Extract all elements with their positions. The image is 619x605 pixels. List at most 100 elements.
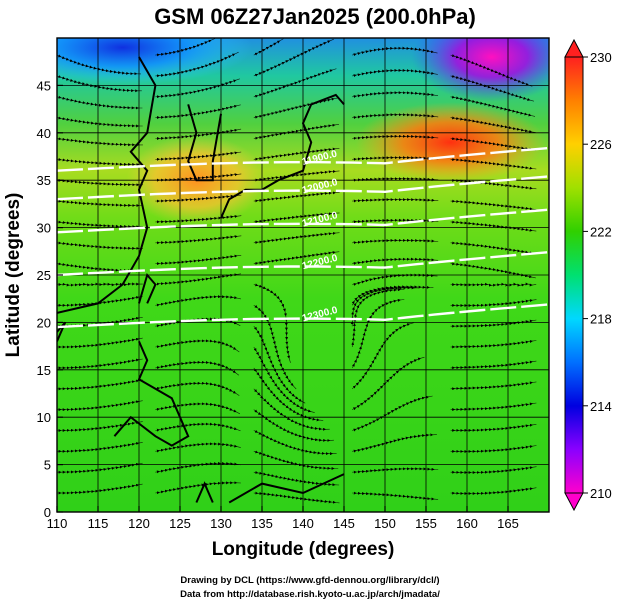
colorbar-scale: [564, 56, 584, 494]
streamline: [253, 470, 340, 487]
streamline: [57, 199, 143, 207]
x-tick-label: 120: [128, 516, 150, 531]
colorbar-tick-label: 226: [590, 137, 612, 152]
streamline: [57, 358, 143, 370]
colorbar-tick-label: 214: [590, 399, 612, 414]
streamline: [352, 134, 439, 140]
streamline: [352, 467, 439, 474]
streamline: [253, 231, 340, 245]
streamline: [57, 421, 143, 433]
x-axis: 110 115 120 125 130 135 140 145 150 155 160 165: [47, 506, 519, 531]
x-tick-label: 145: [333, 516, 355, 531]
x-tick-label: 135: [251, 516, 273, 531]
streamline: [253, 211, 340, 224]
streamline: [450, 157, 537, 170]
streamline: [57, 220, 143, 229]
streamline: [57, 337, 143, 349]
streamline: [155, 481, 241, 495]
streamline: [155, 254, 242, 266]
x-tick-label: 155: [415, 516, 437, 531]
x-tick-label: 160: [456, 516, 478, 531]
streamline: [57, 137, 143, 147]
streamline: [352, 91, 439, 98]
x-tick-label: 110: [47, 516, 68, 531]
streamline: [351, 285, 434, 306]
height-contour: [57, 175, 549, 201]
streamline: [155, 360, 240, 376]
streamline: [155, 173, 242, 182]
y-tick-label: 5: [44, 458, 51, 473]
streamline: [450, 220, 537, 232]
credit-data: Data from http://database.rish.kyoto-u.a…: [180, 589, 440, 600]
streamline: [253, 38, 284, 56]
height-contour: [57, 208, 549, 234]
streamline: [253, 450, 339, 470]
streamline: [57, 158, 143, 166]
streamline: [155, 51, 239, 78]
streamline: [352, 433, 437, 453]
streamline: [155, 442, 241, 453]
x-tick-label: 130: [210, 516, 232, 531]
streamline: [352, 257, 439, 265]
streamline: [57, 241, 143, 250]
streamline: [352, 68, 438, 78]
streamline: [57, 379, 143, 391]
streamline: [450, 299, 537, 308]
streamline: [57, 95, 143, 110]
streamline: [450, 466, 537, 475]
colorbar-tick-label: 230: [590, 50, 612, 65]
streamline: [155, 273, 242, 286]
y-tick-label: 10: [37, 410, 51, 425]
streamline: [450, 199, 537, 211]
height-contour: [57, 303, 549, 329]
streamline: [450, 54, 533, 87]
y-tick-label: 30: [37, 221, 51, 236]
streamline: [155, 104, 241, 120]
streamline: [57, 75, 142, 93]
streamline: [450, 423, 537, 432]
y-axis-label: Latitude (degrees): [3, 193, 24, 358]
streamline: [253, 191, 340, 203]
y-tick-label: 35: [37, 173, 51, 188]
streamline: [253, 283, 291, 363]
colorbar-tick-label: 222: [590, 224, 612, 239]
colorbar: 210 214 218 222 226 230: [564, 38, 612, 512]
y-tick-label: 0: [44, 505, 51, 520]
streamline: [450, 339, 537, 349]
colorbar-max-arrow: [564, 38, 584, 58]
streamline: [450, 116, 536, 133]
streamline: [155, 295, 241, 307]
streamline: [450, 137, 537, 151]
y-tick-label: 45: [37, 78, 51, 93]
height-contour: [57, 251, 549, 277]
streamline: [155, 402, 241, 415]
streamline: [352, 238, 439, 245]
streamline: [253, 147, 340, 161]
y-tick-label: 20: [37, 315, 51, 330]
coastline: [138, 272, 157, 304]
streamline: [155, 339, 240, 353]
streamline: [253, 170, 340, 182]
streamline: [57, 116, 143, 128]
streamline: [57, 178, 143, 187]
streamline: [155, 128, 242, 140]
streamline: [450, 282, 537, 287]
x-tick-label: 115: [88, 516, 109, 531]
streamline: [155, 381, 240, 396]
y-axis: 0 5 10 15 20 25 30 35 40 45: [37, 78, 63, 520]
x-tick-label: 140: [292, 516, 314, 531]
streamline: [352, 491, 439, 501]
x-axis-label: Longitude (degrees): [212, 539, 395, 560]
streamline: [352, 198, 439, 203]
streamline: [450, 381, 537, 391]
streamline: [57, 462, 143, 474]
streamline: [155, 422, 241, 432]
streamline: [155, 214, 242, 224]
streamline: [450, 241, 537, 255]
streamline: [155, 194, 242, 203]
x-tick-label: 150: [374, 516, 396, 531]
streamline: [450, 445, 537, 454]
streamline: [352, 156, 439, 161]
